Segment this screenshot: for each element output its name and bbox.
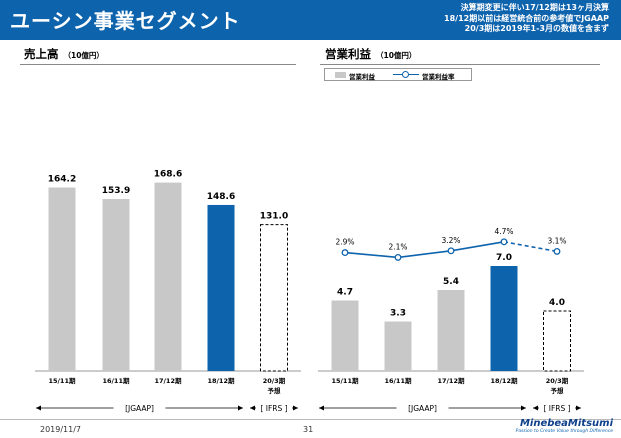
jgaap-label: [JGAAP] <box>125 404 154 413</box>
jgaap-arrow-left <box>319 405 324 411</box>
bar <box>437 290 465 371</box>
legend-bar-label: 営業利益 <box>349 72 375 81</box>
category-label: 20/3期 <box>546 376 569 385</box>
legend-line-label: 営業利益率 <box>422 72 455 81</box>
category-label: 15/11期 <box>49 376 76 385</box>
margin-label: 2.9% <box>335 238 354 247</box>
bar <box>48 187 76 371</box>
sales-title-underline <box>20 64 296 65</box>
category-sublabel: 予想 <box>551 386 565 395</box>
category-label: 20/3期 <box>263 376 286 385</box>
bar-value-label: 164.2 <box>48 175 76 185</box>
ifrs-arrow-left <box>533 405 538 411</box>
bar <box>331 300 359 371</box>
margin-label: 2.1% <box>388 242 407 251</box>
header-bar: ユーシン事業セグメント 決算期変更に伴い17/12期は13ヶ月決算 18/12期… <box>0 0 621 40</box>
bar-forecast <box>260 224 288 372</box>
sales-unit: （10億円） <box>63 51 104 60</box>
jgaap-arrow-right <box>238 405 243 411</box>
margin-point <box>447 247 455 255</box>
bar-value-label: 4.0 <box>549 298 565 308</box>
note-line: 決算期変更に伴い17/12期は13ヶ月決算 <box>460 3 609 12</box>
jgaap-arrow-left <box>36 405 41 411</box>
ifrs-arrow-right <box>293 405 298 411</box>
logo-name: MinebeaMitsumi <box>519 418 613 429</box>
bar <box>384 321 412 371</box>
margin-point <box>341 249 349 257</box>
category-label: 18/12期 <box>208 376 235 385</box>
header-notes: 決算期変更に伴い17/12期は13ヶ月決算 18/12期以前は経営統合前の参考値… <box>444 3 609 35</box>
margin-line-segment <box>450 241 505 252</box>
page-number: 31 <box>303 425 314 434</box>
margin-label: 4.7% <box>494 227 513 236</box>
ifrs-arrow-right <box>576 405 581 411</box>
bar-value-label: 153.9 <box>102 186 130 196</box>
bar <box>490 266 518 371</box>
category-label: 17/12期 <box>438 376 465 385</box>
margin-line-segment <box>344 251 399 259</box>
note-line: 18/12期以前は経営統合前の参考値でJGAAP <box>444 13 609 23</box>
bar-forecast <box>543 310 571 372</box>
sales-title: 売上高 <box>24 47 59 61</box>
profit-section-title: 営業利益 （10億円） <box>325 46 416 62</box>
category-label: 18/12期 <box>491 376 518 385</box>
margin-point <box>500 238 508 246</box>
bar-value-label: 148.6 <box>207 192 235 202</box>
profit-title-underline <box>320 64 600 65</box>
page-title: ユーシン事業セグメント <box>10 9 241 33</box>
ifrs-label: [ IFRS ] <box>260 404 287 413</box>
category-label: 15/11期 <box>332 376 359 385</box>
margin-label: 3.1% <box>547 236 566 245</box>
bar-value-label: 7.0 <box>496 253 512 263</box>
sales-section-title: 売上高 （10億円） <box>24 46 104 62</box>
logo-tagline: Passion to Create Value through Differen… <box>515 429 613 434</box>
margin-label: 3.2% <box>441 236 460 245</box>
category-label: 17/12期 <box>155 376 182 385</box>
legend-line-marker <box>402 71 409 78</box>
bar <box>207 204 235 371</box>
category-sublabel: 予想 <box>268 386 282 395</box>
profit-title: 営業利益 <box>325 47 371 61</box>
bar-value-label: 4.7 <box>337 288 353 298</box>
legend-bar-swatch <box>335 72 346 78</box>
margin-line-segment <box>397 250 452 259</box>
category-label: 16/11期 <box>103 376 130 385</box>
jgaap-arrow-right <box>521 405 526 411</box>
category-label: 16/11期 <box>385 376 412 385</box>
margin-point <box>553 247 561 255</box>
margin-line-forecast-segment <box>503 241 558 253</box>
bar-value-label: 3.3 <box>390 309 406 319</box>
company-logo: MinebeaMitsumi Passion to Create Value t… <box>516 418 613 435</box>
ifrs-label: [ IFRS ] <box>543 404 570 413</box>
jgaap-label: [JGAAP] <box>408 404 437 413</box>
bar <box>154 182 182 371</box>
note-line: 20/3期は2019年1-3月の数値を含まず <box>464 24 609 33</box>
bar-value-label: 168.6 <box>154 170 182 180</box>
bar-value-label: 131.0 <box>260 212 288 222</box>
footer-date: 2019/11/7 <box>40 425 82 434</box>
chart-legend: 営業利益 営業利益率 <box>324 68 472 81</box>
footer-divider <box>0 419 621 420</box>
bar-value-label: 5.4 <box>443 277 459 287</box>
profit-unit: （10億円） <box>376 51 417 60</box>
ifrs-arrow-left <box>250 405 255 411</box>
margin-point <box>394 253 402 261</box>
bar <box>102 199 130 371</box>
